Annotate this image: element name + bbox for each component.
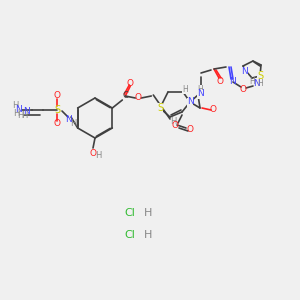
Text: H: H	[70, 118, 76, 127]
Text: N: N	[229, 76, 236, 85]
Text: H: H	[144, 208, 152, 218]
Text: O: O	[53, 92, 61, 100]
Text: H: H	[17, 110, 23, 119]
Text: S: S	[54, 105, 60, 115]
Text: O: O	[135, 94, 142, 103]
Text: Cl: Cl	[124, 208, 135, 218]
Text: N: N	[66, 116, 72, 124]
Text: O: O	[239, 85, 247, 94]
Text: O: O	[187, 124, 194, 134]
Text: N: N	[253, 79, 260, 88]
Text: N: N	[242, 67, 248, 76]
Text: S: S	[157, 103, 163, 113]
Text: H: H	[12, 101, 18, 110]
Text: H: H	[257, 79, 263, 88]
Text: Cl: Cl	[124, 230, 135, 240]
Text: O: O	[172, 121, 178, 130]
Text: N: N	[16, 104, 22, 113]
Text: N: N	[196, 89, 203, 98]
Text: O: O	[217, 77, 224, 86]
Text: O: O	[53, 119, 61, 128]
Text: N: N	[187, 98, 194, 106]
Text: O: O	[127, 79, 134, 88]
Text: H: H	[197, 85, 203, 94]
Text: H: H	[95, 151, 101, 160]
Text: H: H	[13, 109, 19, 118]
Text: O: O	[89, 148, 97, 158]
Text: H: H	[170, 118, 176, 127]
Text: H: H	[144, 230, 152, 240]
Text: H: H	[182, 85, 188, 94]
Text: C: C	[122, 92, 128, 100]
Text: N: N	[24, 107, 30, 116]
Text: O: O	[209, 106, 217, 115]
Text: H: H	[249, 77, 255, 86]
Text: H: H	[21, 110, 27, 119]
Text: S: S	[257, 71, 263, 81]
